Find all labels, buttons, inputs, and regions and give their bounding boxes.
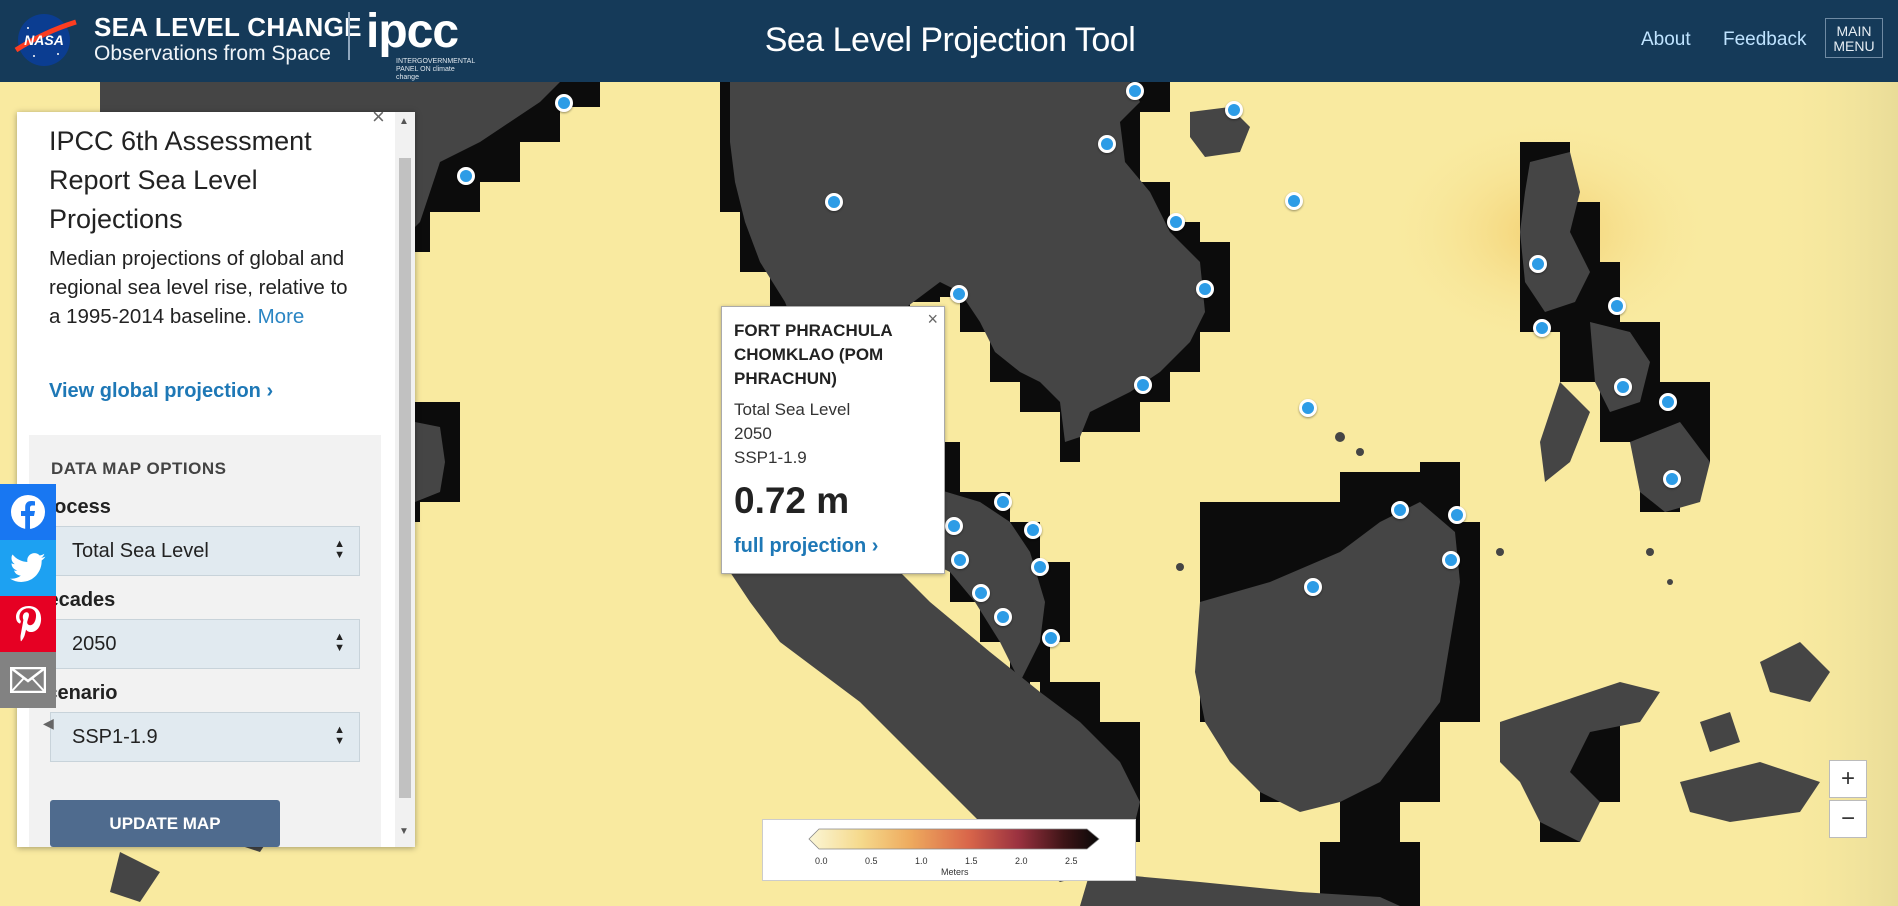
update-map-button[interactable]: UPDATE MAP	[50, 800, 280, 847]
brand-divider	[348, 12, 350, 60]
tide-gauge-marker[interactable]	[1134, 376, 1152, 394]
nav-about-link[interactable]: About	[1641, 29, 1691, 50]
nasa-logo[interactable]: NASA	[14, 12, 78, 68]
scroll-up-icon[interactable]: ▲	[399, 116, 409, 127]
color-legend: 0.0 0.5 1.0 1.5 2.0 2.5 Meters	[762, 819, 1136, 881]
projection-panel: × IPCC 6th Assessment Report Sea Level P…	[17, 112, 415, 847]
panel-description: Median projections of global and regiona…	[49, 244, 349, 331]
tide-gauge-marker[interactable]	[1391, 501, 1409, 519]
panel-scrollbar[interactable]: ▲ ▼	[395, 112, 415, 847]
tide-gauge-marker[interactable]	[1533, 319, 1551, 337]
legend-tick: 0.0	[815, 856, 828, 866]
tide-gauge-marker[interactable]	[1299, 399, 1317, 417]
data-map-options: DATA MAP OPTIONS Process Total Sea Level…	[29, 435, 381, 847]
more-link[interactable]: More	[257, 305, 305, 328]
popup-projection-value: 0.72 m	[734, 480, 850, 521]
tide-gauge-marker[interactable]	[1659, 393, 1677, 411]
main-menu-label-2: MENU	[1833, 38, 1875, 54]
mail-icon	[10, 667, 46, 693]
popup-decade: 2050	[734, 424, 772, 443]
process-select[interactable]: Total Sea Level ▲ ▼	[50, 526, 360, 576]
twitter-icon	[10, 553, 46, 582]
zoom-in-button[interactable]: +	[1829, 760, 1867, 798]
view-global-projection-link[interactable]: View global projection ›	[49, 380, 274, 402]
panel-title: IPCC 6th Assessment Report Sea Level Pro…	[49, 126, 312, 234]
tide-gauge-marker[interactable]	[1196, 280, 1214, 298]
brand-title[interactable]: SEA LEVEL CHANGE	[94, 12, 362, 42]
decades-value: 2050	[72, 633, 117, 655]
email-share-button[interactable]	[0, 652, 56, 708]
legend-tick: 0.5	[865, 856, 878, 866]
tide-gauge-marker[interactable]	[994, 493, 1012, 511]
process-value: Total Sea Level	[72, 540, 209, 562]
facebook-icon	[11, 495, 45, 529]
popup-process: Total Sea Level	[734, 400, 851, 419]
nav-feedback-link[interactable]: Feedback	[1723, 29, 1807, 50]
select-arrows-icon: ▲ ▼	[334, 538, 345, 561]
tide-gauge-marker[interactable]	[1529, 255, 1547, 273]
tide-gauge-marker[interactable]	[457, 167, 475, 185]
tide-gauge-marker[interactable]	[1167, 213, 1185, 231]
tide-gauge-marker[interactable]	[951, 551, 969, 569]
tide-gauge-marker[interactable]	[1614, 378, 1632, 396]
tide-gauge-marker[interactable]	[1442, 551, 1460, 569]
svg-text:NASA: NASA	[24, 32, 64, 48]
scenario-value: SSP1-1.9	[72, 726, 158, 748]
options-title: DATA MAP OPTIONS	[51, 459, 227, 478]
legend-tick: 1.0	[915, 856, 928, 866]
full-projection-link[interactable]: full projection ›	[734, 535, 879, 557]
tide-gauge-marker[interactable]	[1304, 578, 1322, 596]
legend-tick: 2.0	[1015, 856, 1028, 866]
decades-select[interactable]: 2050 ▲ ▼	[50, 619, 360, 669]
tide-gauge-marker[interactable]	[972, 584, 990, 602]
panel-close-button[interactable]: ×	[372, 112, 385, 129]
tide-gauge-marker[interactable]	[1285, 192, 1303, 210]
ipcc-logo[interactable]: ipcc	[366, 5, 459, 58]
tide-gauge-marker[interactable]	[994, 608, 1012, 626]
popup-close-button[interactable]: ×	[927, 309, 938, 329]
pinterest-share-button[interactable]	[0, 596, 56, 652]
legend-units: Meters	[941, 867, 969, 877]
facebook-share-button[interactable]	[0, 484, 56, 540]
collapse-panel-icon[interactable]: ◀	[43, 715, 54, 731]
page-title: Sea Level Projection Tool	[764, 21, 1136, 59]
scenario-select[interactable]: SSP1-1.9 ▲ ▼	[50, 712, 360, 762]
ipcc-logo-subtext: INTERGOVERNMENTAL PANEL ON climate chang…	[396, 58, 475, 81]
tide-gauge-marker[interactable]	[1126, 82, 1144, 100]
zoom-out-button[interactable]: −	[1829, 800, 1867, 838]
station-popup: × FORT PHRACHULA CHOMKLAO (POM PHRACHUN)…	[721, 306, 945, 574]
legend-tick: 2.5	[1065, 856, 1078, 866]
main-menu-button[interactable]: MAIN MENU	[1825, 18, 1883, 58]
main-menu-label-1: MAIN	[1836, 23, 1872, 39]
tide-gauge-marker[interactable]	[555, 94, 573, 112]
tide-gauge-marker-selected[interactable]	[950, 285, 968, 303]
legend-tick: 1.5	[965, 856, 978, 866]
tide-gauge-marker[interactable]	[1448, 506, 1466, 524]
brand-subtitle: Observations from Space	[94, 42, 331, 65]
twitter-share-button[interactable]	[0, 540, 56, 596]
tide-gauge-marker[interactable]	[1024, 521, 1042, 539]
tide-gauge-marker[interactable]	[945, 517, 963, 535]
tide-gauge-marker[interactable]	[1663, 470, 1681, 488]
pinterest-icon	[16, 606, 42, 642]
site-header: NASA SEA LEVEL CHANGE Observations from …	[0, 0, 1898, 82]
scroll-down-icon[interactable]: ▼	[399, 826, 409, 837]
panel-description-text: Median projections of global and regiona…	[49, 247, 348, 328]
select-arrows-icon: ▲ ▼	[334, 631, 345, 654]
station-name: FORT PHRACHULA CHOMKLAO (POM PHRACHUN)	[734, 321, 893, 388]
scrollbar-thumb[interactable]	[399, 158, 411, 798]
popup-scenario: SSP1-1.9	[734, 448, 807, 467]
legend-colorbar	[808, 828, 1100, 850]
select-arrows-icon: ▲ ▼	[334, 724, 345, 747]
tide-gauge-marker[interactable]	[1225, 101, 1243, 119]
tide-gauge-marker[interactable]	[1042, 629, 1060, 647]
tide-gauge-marker[interactable]	[825, 193, 843, 211]
tide-gauge-marker[interactable]	[1608, 297, 1626, 315]
tide-gauge-marker[interactable]	[1098, 135, 1116, 153]
tide-gauge-marker[interactable]	[1031, 558, 1049, 576]
